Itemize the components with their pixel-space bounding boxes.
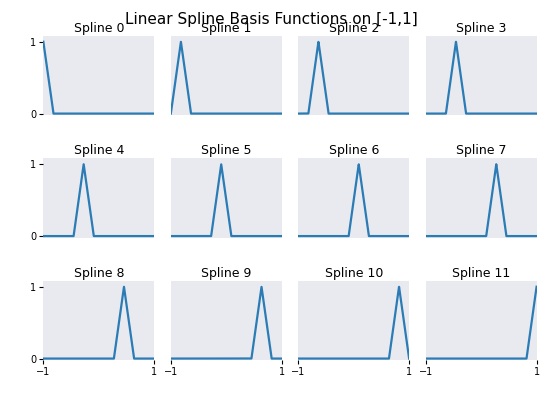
Title: Spline 11: Spline 11 xyxy=(452,267,510,280)
Title: Spline 4: Spline 4 xyxy=(74,144,124,157)
Title: Spline 5: Spline 5 xyxy=(201,144,251,157)
Title: Spline 3: Spline 3 xyxy=(456,22,506,35)
Title: Spline 0: Spline 0 xyxy=(74,22,124,35)
Title: Spline 2: Spline 2 xyxy=(328,22,379,35)
Title: Spline 6: Spline 6 xyxy=(328,144,379,157)
Text: Linear Spline Basis Functions on [-1,1]: Linear Spline Basis Functions on [-1,1] xyxy=(125,12,417,27)
Title: Spline 9: Spline 9 xyxy=(201,267,251,280)
Title: Spline 7: Spline 7 xyxy=(456,144,506,157)
Title: Spline 8: Spline 8 xyxy=(74,267,124,280)
Title: Spline 10: Spline 10 xyxy=(325,267,383,280)
Title: Spline 1: Spline 1 xyxy=(201,22,251,35)
